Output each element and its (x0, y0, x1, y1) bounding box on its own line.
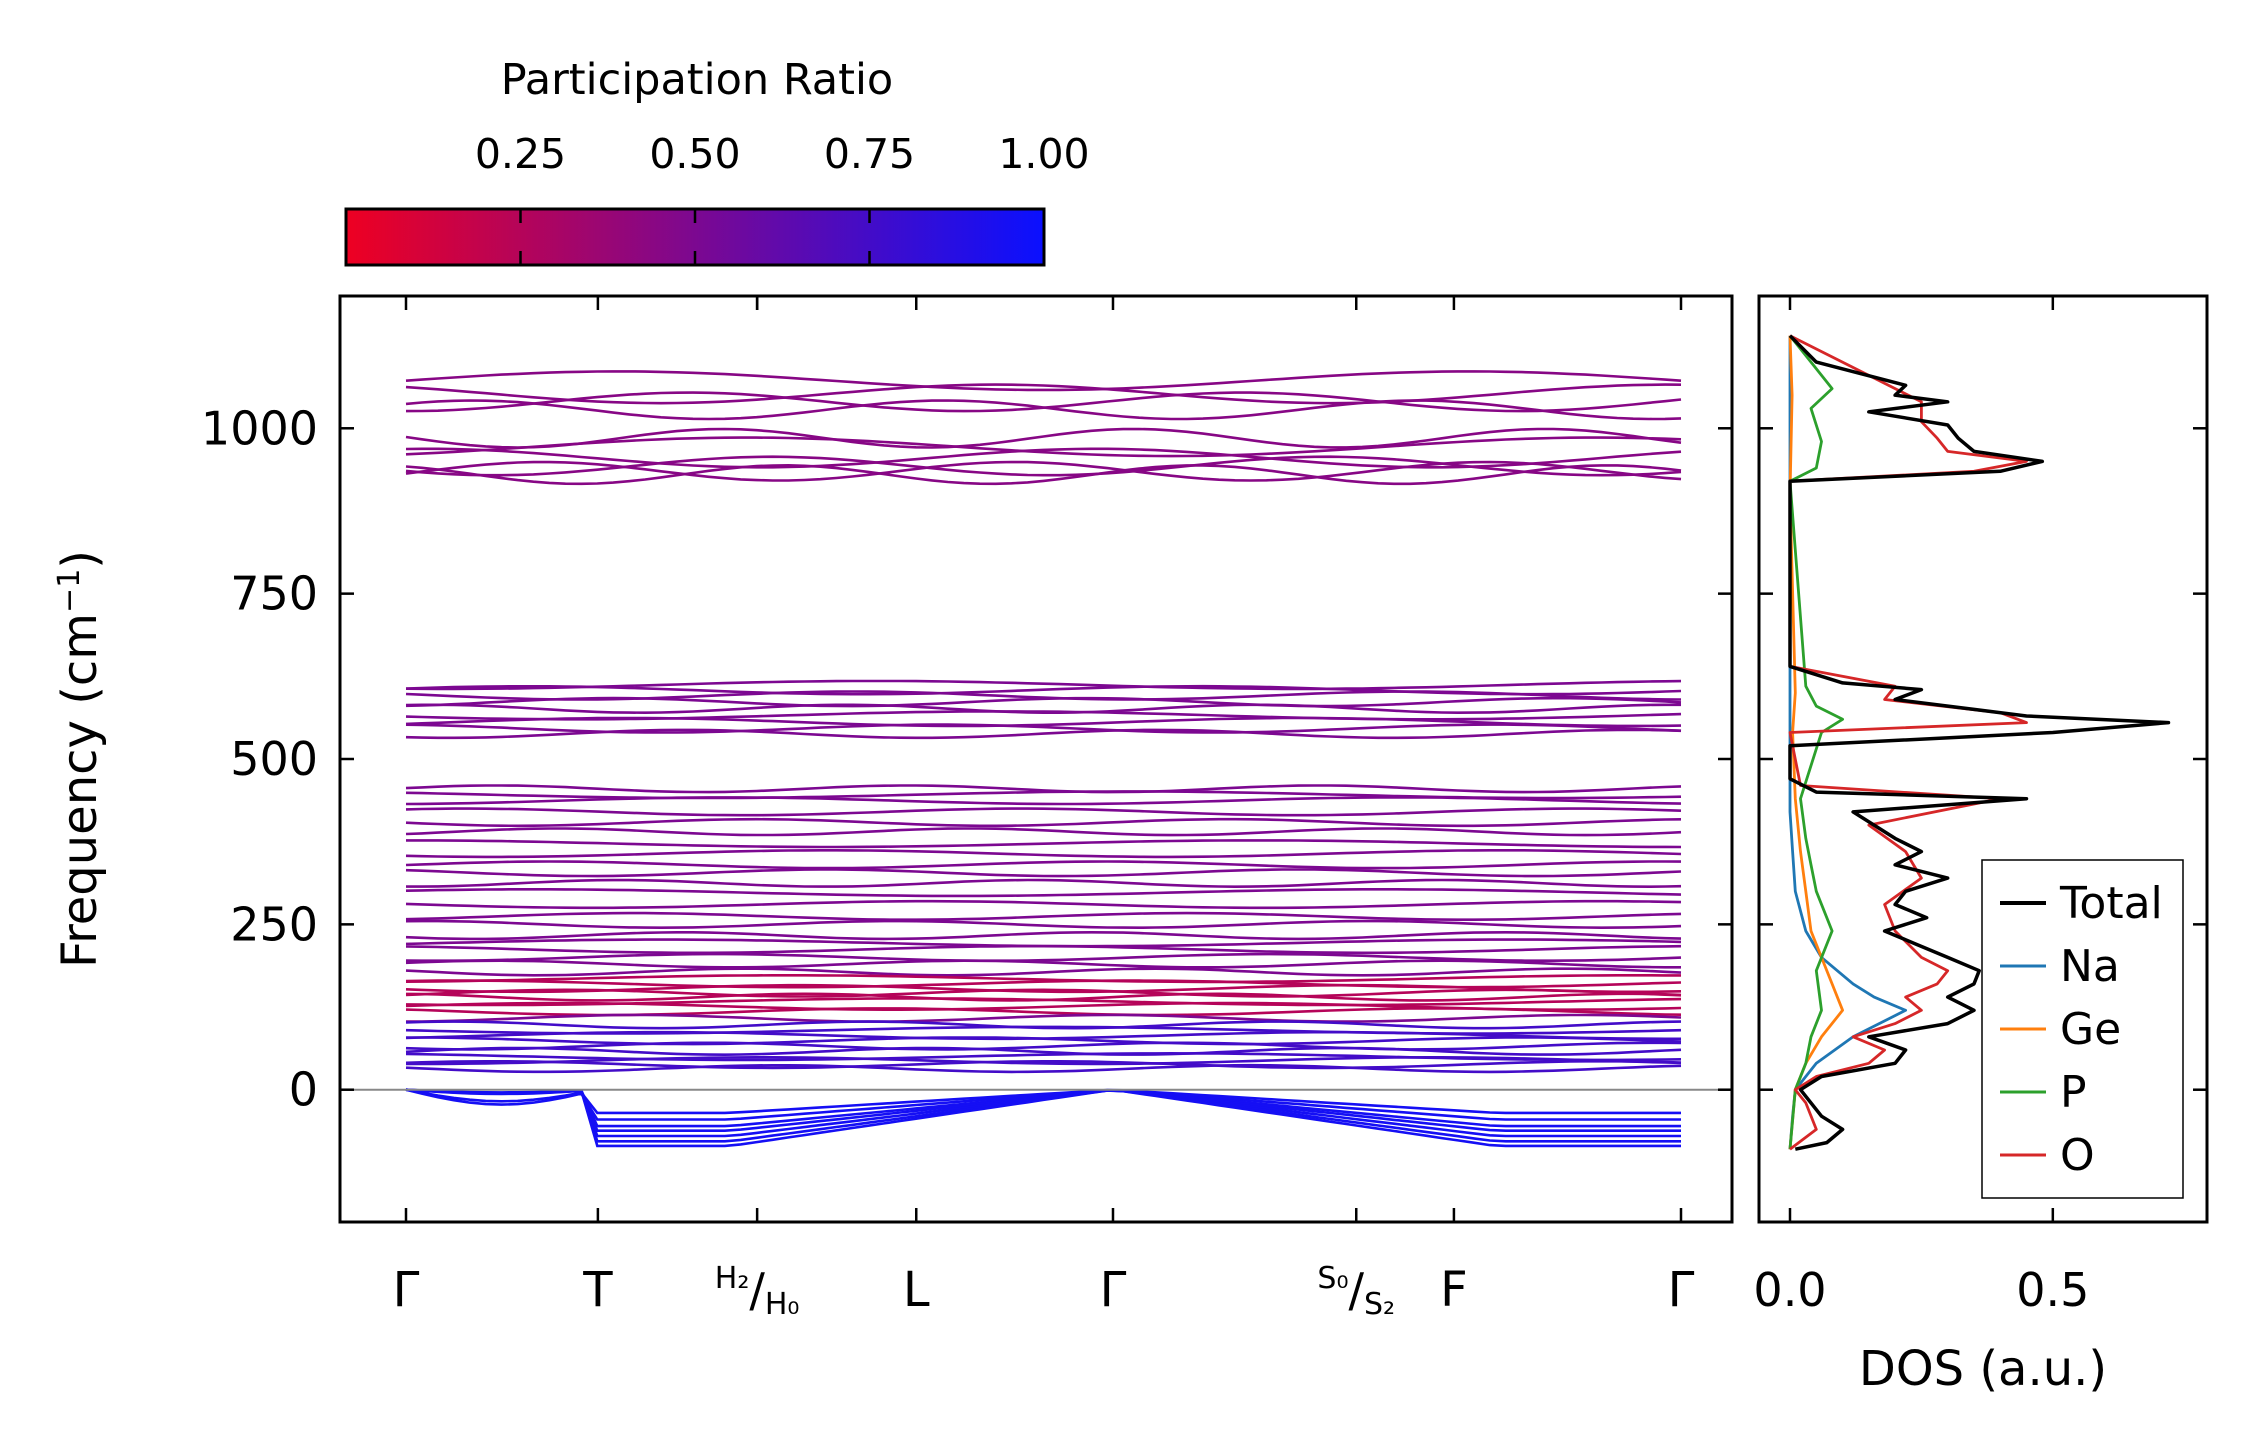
x-tick-label: S₀/S₂ (1317, 1261, 1395, 1322)
phonon-band (405, 979, 1682, 989)
phonon-band (405, 848, 1682, 859)
phonon-band (406, 878, 1682, 889)
phonon-band (405, 973, 1681, 984)
band-lines (405, 370, 1682, 1148)
phonon-band (405, 827, 1682, 837)
phonon-band (405, 463, 1682, 486)
band-structure-panel: 0 250 500 750 1000 Γ T H₂/H₀ L Γ S₀/S₂ F Γ Frequenc… (52, 294, 1734, 1322)
phonon-band (405, 728, 1682, 740)
dos-line-na (1788, 335, 1907, 1150)
phonon-band (405, 959, 1681, 969)
acoustic-band (405, 1088, 1681, 1115)
dos-line-ge (1788, 335, 1844, 1150)
y-axis-label: Frequency (cm−1) (52, 550, 109, 968)
phonon-band (405, 1063, 1682, 1074)
dos-line-total (1788, 334, 2171, 1151)
phonon-band (405, 952, 1682, 963)
y-tick-label: 750 (230, 567, 318, 621)
y-tick-label: 1000 (201, 401, 318, 455)
phonon-band (405, 460, 1682, 482)
dos-line-p (1788, 334, 1844, 1150)
phonon-band (405, 370, 1682, 392)
legend-label-na: Na (2060, 941, 2120, 992)
phonon-band (405, 1041, 1682, 1051)
colorbar-tick-label: 1.00 (998, 130, 1089, 178)
dos-panel: 0.0 0.5 DOS (a.u.) Total Na Ge PO (1753, 294, 2209, 1397)
legend-label-total: Total (2059, 878, 2163, 929)
phonon-band (405, 383, 1682, 405)
phonon-band (405, 1013, 1682, 1023)
dos-lines (1788, 334, 2171, 1151)
phonon-band (406, 1056, 1682, 1066)
phonon-band (405, 868, 1682, 878)
phonon-band (405, 679, 1682, 691)
y-tick-label: 500 (230, 732, 318, 786)
x-tick-label: F (1440, 1262, 1468, 1318)
phonon-band (405, 930, 1682, 941)
phonon-band (405, 1046, 1682, 1057)
phonon-band (405, 899, 1682, 910)
legend-label-p: P (2060, 1067, 2087, 1118)
x-tick-label: H₂/H₀ (715, 1261, 800, 1322)
phonon-band (405, 911, 1682, 922)
phonon-band (405, 919, 1682, 930)
legend: Total Na Ge PO (1981, 859, 2184, 1199)
legend-label-ge: Ge (2060, 1004, 2121, 1055)
phonon-band (405, 817, 1682, 828)
phonon-band (405, 784, 1682, 794)
colorbar-label: Participation Ratio (501, 55, 894, 105)
phonon-band (405, 436, 1682, 458)
legend-label-o: O (2060, 1130, 2095, 1181)
phonon-band (405, 807, 1682, 817)
dos-x-axis-label: DOS (a.u.) (1859, 1341, 2107, 1397)
y-tick-label: 250 (230, 897, 318, 951)
phonon-band (405, 716, 1682, 728)
x-tick-label: T (582, 1262, 613, 1318)
phonon-band (405, 967, 1682, 977)
y-tick-label: 0 (289, 1063, 318, 1117)
phonon-band (405, 944, 1682, 955)
x-tick-label: L (903, 1262, 930, 1318)
colorbar-tick-label: 0.50 (649, 130, 740, 178)
phonon-band (405, 860, 1682, 870)
dos-x-tick-label: 0.0 (1753, 1263, 1826, 1317)
phonon-band (405, 427, 1682, 449)
x-tick-label: Γ (1100, 1262, 1127, 1318)
dos-line-o (1788, 334, 2028, 1151)
colorbar: Participation Ratio 0.25 0.50 0.75 1.00 (344, 55, 1090, 267)
dos-x-tick-label: 0.5 (2016, 1263, 2089, 1317)
band-axes-frame (338, 294, 1734, 1224)
phonon-band (406, 839, 1682, 849)
phonon-band (405, 988, 1682, 998)
acoustic-band (405, 1088, 1681, 1148)
x-tick-label: Γ (1668, 1262, 1695, 1318)
phonon-band (405, 696, 1682, 708)
acoustic-band (405, 1088, 1681, 1121)
phonon-band (405, 1007, 1682, 1017)
phonon-band (405, 796, 1682, 806)
x-tick-label: Γ (393, 1262, 420, 1318)
colorbar-tick-label: 0.25 (475, 130, 566, 178)
phonon-band (405, 1060, 1682, 1070)
colorbar-tick-label: 0.75 (824, 130, 915, 178)
phonon-band (405, 887, 1682, 898)
phonon-band (406, 1036, 1682, 1046)
phonon-band (405, 399, 1682, 421)
